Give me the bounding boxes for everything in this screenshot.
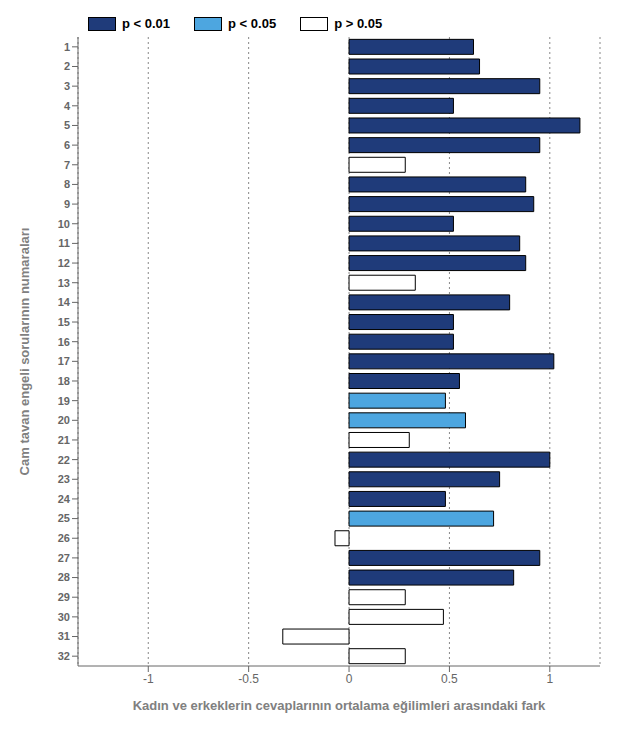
svg-text:18: 18 — [58, 375, 70, 387]
html-text:p < 0.01: p < 0.01 — [122, 16, 171, 31]
svg-text:16: 16 — [58, 336, 70, 348]
svg-text:8: 8 — [64, 178, 70, 190]
svg-text:Kadın ve erkeklerin cevapların: Kadın ve erkeklerin cevaplarının ortalam… — [133, 698, 546, 713]
svg-text:25: 25 — [58, 512, 70, 524]
svg-text:17: 17 — [58, 355, 70, 367]
svg-text:29: 29 — [58, 591, 70, 603]
html-text:p < 0.05: p < 0.05 — [228, 16, 277, 31]
svg-text:20: 20 — [58, 414, 70, 426]
svg-text:11: 11 — [58, 237, 70, 249]
svg-text:2: 2 — [64, 60, 70, 72]
svg-text:14: 14 — [58, 296, 71, 308]
svg-text:31: 31 — [58, 630, 70, 642]
svg-text:30: 30 — [58, 611, 70, 623]
svg-text:23: 23 — [58, 473, 70, 485]
svg-text:Cam tavan engeli sorularının n: Cam tavan engeli sorularının numaraları — [17, 228, 32, 476]
svg-text:28: 28 — [58, 571, 70, 583]
html-text:p > 0.05: p > 0.05 — [334, 16, 383, 31]
svg-text:4: 4 — [64, 100, 71, 112]
svg-text:0.5: 0.5 — [441, 672, 458, 686]
svg-text:-1: -1 — [143, 672, 154, 686]
svg-text:12: 12 — [58, 257, 70, 269]
svg-text:1: 1 — [546, 672, 553, 686]
svg-text:19: 19 — [58, 395, 70, 407]
svg-text:6: 6 — [64, 139, 70, 151]
svg-text:9: 9 — [64, 198, 70, 210]
svg-text:21: 21 — [58, 434, 70, 446]
svg-text:10: 10 — [58, 218, 70, 230]
svg-text:22: 22 — [58, 454, 70, 466]
svg-text:13: 13 — [58, 277, 70, 289]
svg-text:0: 0 — [346, 672, 353, 686]
svg-text:7: 7 — [64, 159, 70, 171]
svg-text:24: 24 — [58, 493, 71, 505]
svg-text:-0.5: -0.5 — [238, 672, 259, 686]
svg-text:15: 15 — [58, 316, 70, 328]
svg-text:1: 1 — [64, 41, 70, 53]
svg-text:3: 3 — [64, 80, 70, 92]
svg-text:5: 5 — [64, 119, 70, 131]
svg-text:26: 26 — [58, 532, 70, 544]
svg-text:27: 27 — [58, 552, 70, 564]
svg-text:32: 32 — [58, 650, 70, 662]
